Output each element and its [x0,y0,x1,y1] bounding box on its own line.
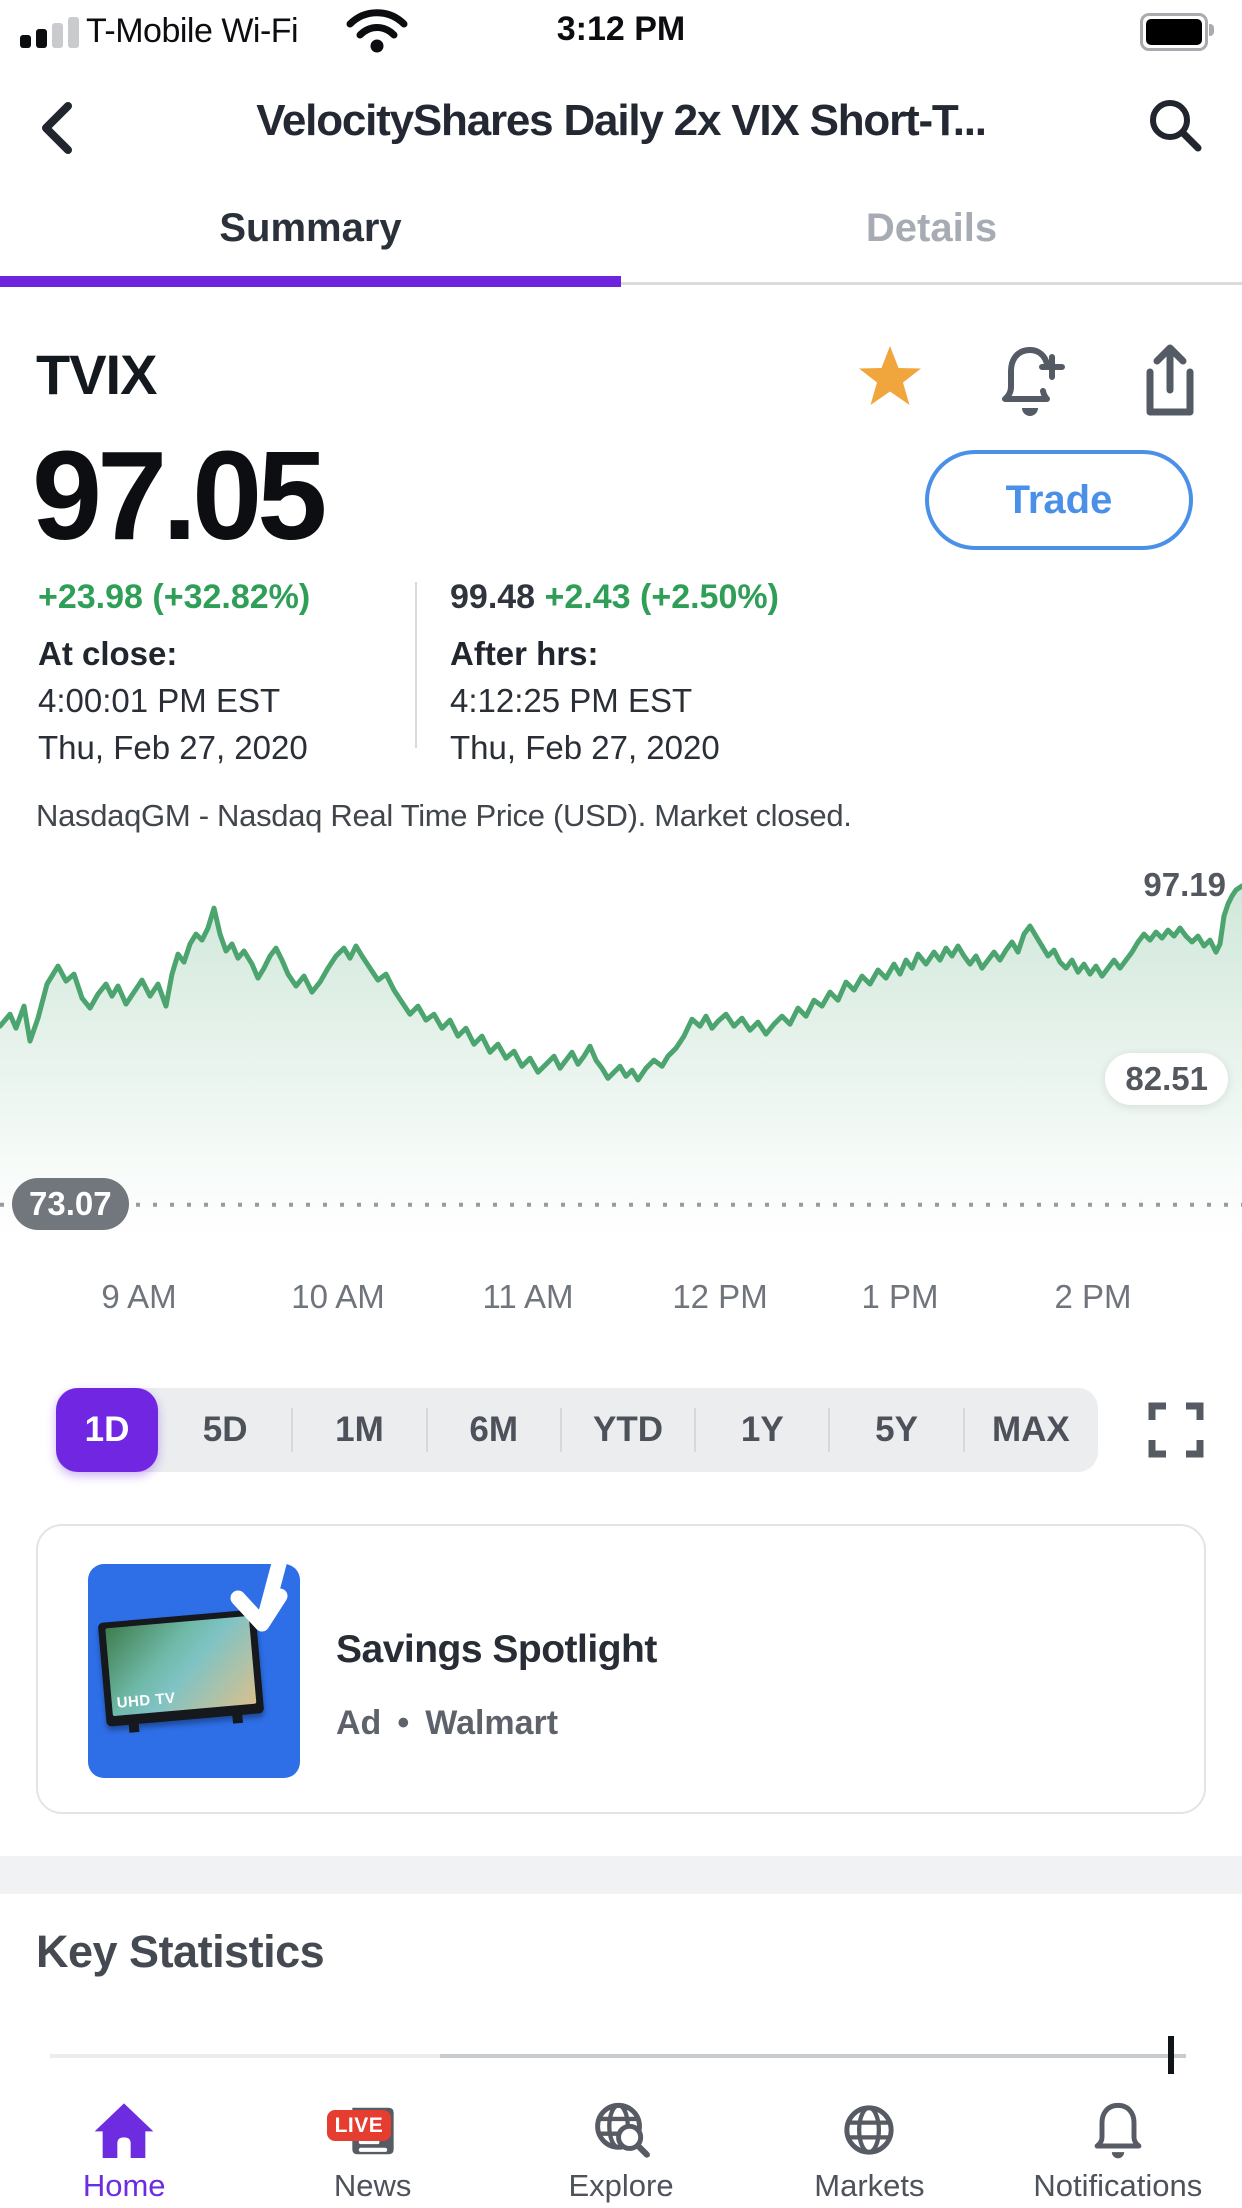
range-chip-max[interactable]: MAX [962,1388,1098,1472]
price-chart[interactable]: 97.19 82.51 73.07 [0,856,1242,1238]
change-block: +23.98 (+32.82%) At close: 4:00:01 PM ES… [0,578,1242,766]
at-close-time: 4:00:01 PM EST [38,682,281,719]
at-close-date: Thu, Feb 27, 2020 [38,729,308,766]
axis-tick: 11 AM [482,1278,574,1315]
axis-tick: 9 AM [101,1278,177,1315]
down-arrow-icon [222,1564,298,1659]
after-hours-label: After hrs: [450,635,599,672]
chart-x-axis: 9 AM 10 AM 11 AM 12 PM 1 PM 2 PM [0,1278,1242,1320]
markets-globe-icon [837,2088,901,2162]
price-chart-svg [0,883,1242,1238]
price-row: 97.05 Trade [0,425,1242,566]
tab-divider [0,282,1242,285]
news-icon: LIVE [326,2088,405,2162]
carrier-label: T-Mobile Wi-Fi [86,12,299,50]
ad-image: UHD TV [88,1564,300,1778]
chart-prevclose-pill: 73.07 [12,1177,129,1230]
range-chip-1d[interactable]: 1D [56,1388,158,1472]
tab-summary[interactable]: Summary [219,206,402,250]
range-chip-6m[interactable]: 6M [425,1388,561,1472]
active-tab-indicator [0,276,621,287]
bottom-nav: Home LIVE News [0,2086,1242,2208]
favorite-star-icon[interactable] [855,342,925,416]
nav-label: Notifications [1033,2168,1203,2203]
ad-card[interactable]: UHD TV Savings Spotlight Ad • Walmart [36,1524,1206,1814]
key-statistics-heading: Key Statistics [36,1926,325,1977]
status-bar: T-Mobile Wi-Fi 3:12 PM [0,0,1242,62]
ad-title: Savings Spotlight [336,1628,657,1671]
after-hours-time: 4:12:25 PM EST [450,682,693,719]
nav-label: Explore [568,2168,674,2203]
chart-low-pill: 82.51 [1105,1053,1228,1105]
range-selector: 1D 5D 1M 6M YTD 1Y 5Y MAX [56,1388,1098,1472]
ad-meta: Ad • Walmart [336,1704,558,1743]
home-icon [91,2088,157,2162]
price-change: +23.98 (+32.82%) [38,578,311,616]
fullscreen-icon[interactable] [1146,1400,1206,1460]
ticker-symbol: TVIX [36,343,157,406]
chart-line [0,883,1242,1083]
search-icon[interactable] [1144,94,1206,156]
stats-scroll-indicator[interactable] [1168,2036,1174,2074]
axis-tick: 2 PM [1054,1278,1132,1315]
range-chip-1m[interactable]: 1M [291,1388,426,1472]
range-chip-1y[interactable]: 1Y [694,1388,829,1472]
nav-item-home[interactable]: Home [0,2086,248,2208]
range-chip-5d[interactable]: 5D [202,1410,248,1449]
signal-strength-icon [20,17,79,48]
nav-label: News [333,2168,412,2203]
axis-tick: 10 AM [291,1278,385,1315]
symbol-row: TVIX [0,336,1242,420]
tab-details[interactable]: Details [865,206,998,250]
axis-tick: 12 PM [672,1278,768,1315]
exchange-note: NasdaqGM - Nasdaq Real Time Price (USD).… [36,798,852,833]
axis-tick: 1 PM [861,1278,939,1315]
price-alert-bell-plus-icon[interactable] [995,342,1065,416]
after-hours-column: 99.48 +2.43 (+2.50%) After hrs: 4:12:25 … [450,578,779,767]
tab-bar: Summary Details [0,196,1242,294]
last-price: 97.05 [32,425,327,566]
range-chip-ytd[interactable]: YTD [559,1388,695,1472]
nav-item-notifications[interactable]: Notifications [994,2086,1242,2208]
stats-divider-dark [440,2054,1186,2058]
ad-label: Ad [336,1704,382,1742]
nav-label: Markets [814,2168,925,2203]
after-hours-change: +2.43 (+2.50%) [544,578,779,616]
page-title: VelocityShares Daily 2x VIX Short-T... [256,96,987,145]
notifications-bell-icon [1088,2088,1148,2162]
nav-item-explore[interactable]: Explore [497,2086,745,2208]
at-close-label: At close: [38,635,178,672]
explore-globe-search-icon [588,2088,654,2162]
header: VelocityShares Daily 2x VIX Short-T... [0,84,1242,168]
live-badge: LIVE [326,2110,392,2141]
stats-divider-light [50,2054,440,2058]
after-hours-price: 99.48 [450,578,536,616]
trade-button-label: Trade [1005,477,1113,522]
back-button[interactable] [30,98,90,158]
bullet-separator: • [397,1704,410,1742]
battery-icon [1140,13,1214,51]
after-hours-date: Thu, Feb 27, 2020 [450,729,720,766]
at-close-column: +23.98 (+32.82%) At close: 4:00:01 PM ES… [38,578,310,767]
column-divider [415,582,417,748]
share-icon[interactable] [1138,342,1208,416]
nav-label: Home [82,2168,166,2203]
chart-area-fill [0,886,1242,1238]
nav-item-markets[interactable]: Markets [745,2086,993,2208]
status-time: 3:12 PM [556,10,686,48]
chart-high-label: 97.19 [1143,866,1226,903]
range-chip-5y[interactable]: 5Y [828,1388,963,1472]
ad-advertiser: Walmart [425,1704,559,1742]
wifi-icon [346,8,408,59]
nav-item-news[interactable]: LIVE News [248,2086,496,2208]
trade-button[interactable]: Trade [925,450,1193,550]
section-separator [0,1856,1242,1894]
